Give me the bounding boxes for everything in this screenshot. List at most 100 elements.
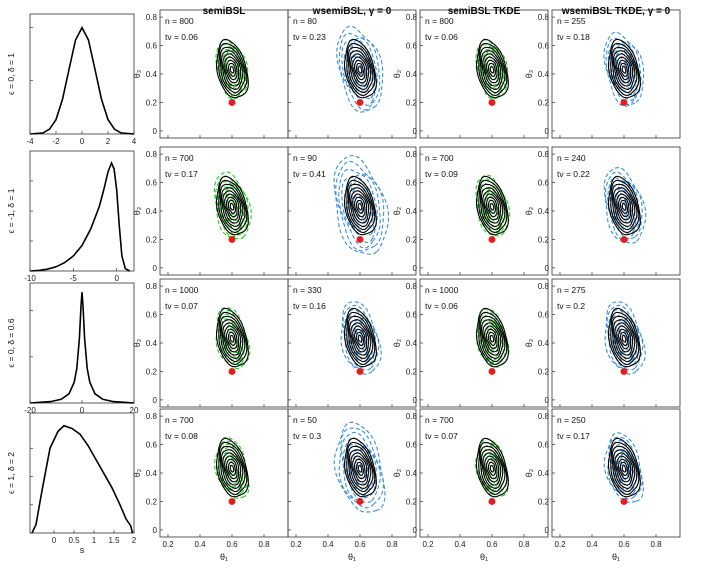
contour-xtick-label: 0.6 <box>486 540 498 549</box>
panel-tv-label: tv = 0.08 <box>165 431 198 441</box>
panel-tv-label: tv = 0.06 <box>165 32 198 42</box>
reference-contour <box>611 315 638 363</box>
panel-tv-label: tv = 0.3 <box>293 431 321 441</box>
reference-contour <box>227 331 237 346</box>
approx-contour <box>612 47 636 89</box>
reference-contour <box>616 455 632 483</box>
panel-n-label: n = 700 <box>165 153 194 163</box>
reference-contour <box>480 449 504 489</box>
contour-panel: n = 330 tv = 0.16 <box>287 278 417 408</box>
panel-tv-label: tv = 0.17 <box>557 431 590 441</box>
true-parameter-point <box>356 235 364 243</box>
reference-contour <box>352 325 368 353</box>
panel-tv-label: tv = 0.07 <box>425 431 458 441</box>
row-label: ϵ = 1, δ = 2 <box>6 452 16 494</box>
true-parameter-point <box>228 235 236 243</box>
contour-panel: n = 1000 tv = 0.07 0 0.2 0.4 0.6 0.8 θ₂ <box>132 278 289 408</box>
reference-contour <box>607 175 641 236</box>
approx-contour <box>342 304 380 371</box>
contour-ytick-label: 0.6 <box>146 441 158 450</box>
density-xtick-label: -10 <box>24 274 36 283</box>
approx-contour <box>357 334 363 344</box>
approx-contour <box>621 334 627 344</box>
panel-n-label: n = 700 <box>165 415 194 425</box>
reference-contour <box>218 179 248 233</box>
density-xtick-label: 0 <box>52 536 57 545</box>
reference-contour <box>621 202 627 211</box>
contour-ytick-label: 0.6 <box>406 179 418 188</box>
reference-contour <box>215 38 249 99</box>
reference-contour <box>220 50 244 90</box>
column-title: semiBSL <box>203 6 246 17</box>
reference-contour <box>475 38 509 99</box>
contour-panel: n = 250 tv = 0.17 0.2 0.4 0.6 0.8 0 0.2 0.4 0.6 0.… <box>524 408 681 562</box>
reference-contour <box>352 56 368 84</box>
reference-contour <box>229 202 235 211</box>
reference-contour <box>611 183 638 231</box>
approx-contour <box>603 31 645 107</box>
contour-ylabel: θ₂ <box>132 468 142 477</box>
reference-contour <box>482 53 502 87</box>
row-label: ϵ = -1, δ = 1 <box>6 188 16 233</box>
reference-contour <box>480 50 504 90</box>
approx-contour <box>223 190 241 221</box>
approx-contour <box>220 186 243 227</box>
contour-ylabel: θ₂ <box>132 69 142 78</box>
approx-contour <box>355 329 366 348</box>
contour-ytick-label: 0.6 <box>146 179 158 188</box>
reference-contour <box>220 187 244 227</box>
density-curve <box>29 292 135 404</box>
panel-n-label: n = 1000 <box>165 285 199 295</box>
reference-contour <box>220 449 244 489</box>
density-xtick-label: 20 <box>130 406 139 415</box>
contour-panel: n = 255 tv = 0.18 0 0.2 0.4 0.6 0.8 θ₂ <box>524 9 681 139</box>
contour-xtick-label: 0.8 <box>650 540 662 549</box>
reference-contour <box>229 65 235 74</box>
approx-contour <box>356 200 364 213</box>
reference-contour <box>616 325 632 353</box>
panel-tv-label: tv = 0.06 <box>425 301 458 311</box>
reference-contour <box>478 179 508 233</box>
panel-tv-label: tv = 0.16 <box>293 301 326 311</box>
contour-ytick-label: 0.6 <box>538 42 550 51</box>
panel-n-label: n = 80 <box>293 16 317 26</box>
contour-ylabel: θ₂ <box>524 69 534 78</box>
density-xtick-label: 0 <box>80 137 85 146</box>
contour-ytick-label: 0.8 <box>146 13 158 22</box>
contour-ytick-label: 0.8 <box>538 412 550 421</box>
approx-contour <box>224 55 241 84</box>
reference-contour <box>350 53 370 87</box>
reference-contour <box>227 199 237 214</box>
density-xtick-label: -2 <box>52 137 60 146</box>
contour-ytick-label: 0 <box>545 264 550 273</box>
contour-ytick-label: 0.8 <box>538 150 550 159</box>
contour-panel: n = 700 tv = 0.08 0.2 0.4 0.6 0.8 0 0.2 0.4 0.6 0.… <box>132 408 289 562</box>
reference-contour <box>347 445 374 493</box>
reference-contour <box>610 441 640 495</box>
reference-contour <box>485 196 498 218</box>
contour-ytick-label: 0.4 <box>538 70 550 79</box>
approx-contour <box>619 459 629 477</box>
approx-contour <box>480 186 504 230</box>
approx-contour <box>343 39 375 100</box>
contour-panel: n = 240 tv = 0.22 0 0.2 0.4 0.6 0.8 θ₂ <box>524 146 681 276</box>
contour-xtick-label: 0.2 <box>554 540 566 549</box>
contour-panel: n = 800 tv = 0.06 0 0.2 0.4 0.6 0.8 θ₂ <box>132 9 289 139</box>
contour-ytick-label: 0.2 <box>146 98 158 107</box>
column-title: wsemiBSL TKDE, γ = 0 <box>561 6 671 17</box>
contour-xtick-label: 0.4 <box>194 540 206 549</box>
panel-plot-area <box>475 38 509 106</box>
contour-ytick-label: 0.2 <box>146 235 158 244</box>
reference-contour <box>355 461 365 476</box>
contour-ytick-label: 0.4 <box>146 469 158 478</box>
contour-ylabel: θ₂ <box>392 206 402 215</box>
reference-contour <box>478 441 508 495</box>
reference-contour <box>612 187 636 227</box>
approx-contour <box>218 443 247 493</box>
reference-contour <box>611 46 638 94</box>
reference-contour <box>617 328 630 350</box>
reference-contour <box>480 187 504 227</box>
approx-contour <box>338 168 381 249</box>
reference-contour <box>617 196 630 218</box>
approx-contour <box>338 32 381 111</box>
